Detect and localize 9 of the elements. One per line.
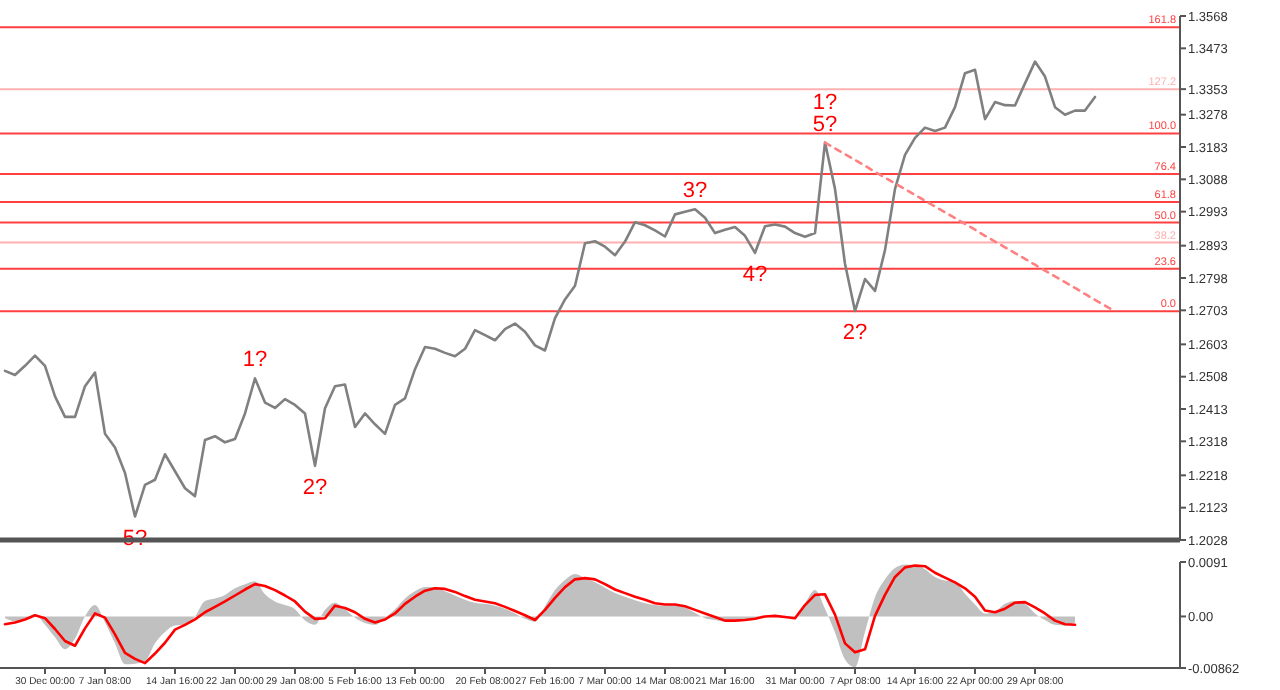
line-series — [823, 141, 1117, 313]
annotation: 1? — [242, 348, 268, 373]
annotation: 5? — [812, 112, 838, 137]
annotation: 1? — [812, 90, 838, 115]
annotation: 2? — [842, 321, 868, 346]
annotation: 4? — [742, 262, 768, 287]
annotation: 3? — [682, 179, 708, 204]
annotation: 2? — [302, 475, 328, 500]
line-series — [3, 60, 1097, 518]
